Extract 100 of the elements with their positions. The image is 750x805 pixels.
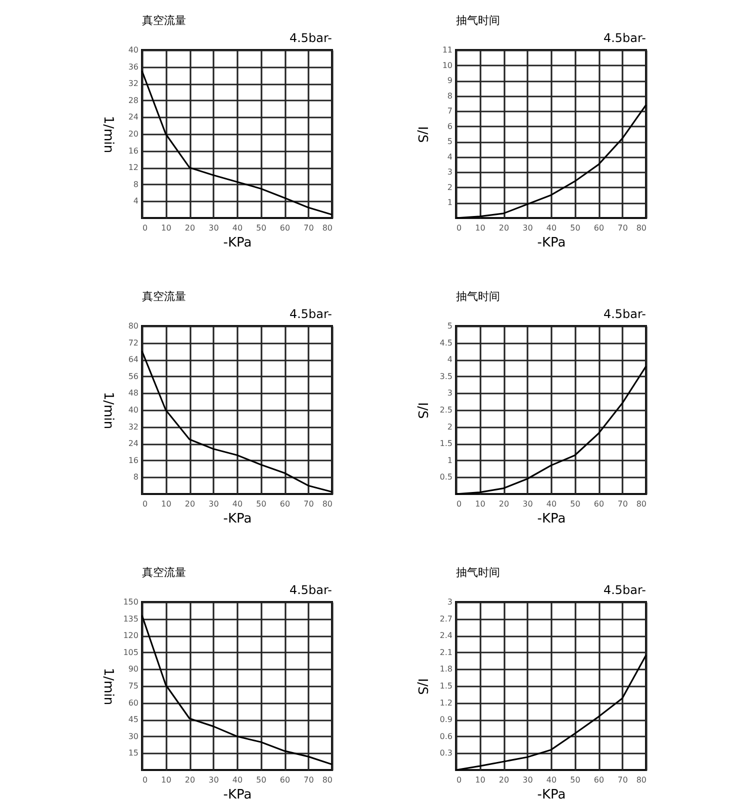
y-tick-label: 60 xyxy=(128,698,138,708)
x-tick-label: 10 xyxy=(475,224,486,232)
text: 4.5bar- xyxy=(603,307,646,321)
x-tick-label: 0 xyxy=(456,776,462,784)
line-series xyxy=(455,366,647,495)
y-tick-label: 32 xyxy=(128,79,138,88)
x-tick-label: 60 xyxy=(280,500,290,508)
y-axis-title: I/S xyxy=(414,126,430,143)
y-tick-label: 32 xyxy=(128,422,138,432)
y-tick-label: 56 xyxy=(128,372,138,381)
x-tick-label: 20 xyxy=(184,500,196,508)
chart-title: 真空流量 xyxy=(142,566,186,579)
x-tick-label: 60 xyxy=(280,776,290,784)
y-axis-title: 1/min xyxy=(100,116,116,154)
y-tick-label: 30 xyxy=(128,732,138,741)
y-tick-label: 3 xyxy=(447,168,452,177)
y-axis-title: I/S xyxy=(414,402,430,419)
x-tick-label: 80 xyxy=(322,776,332,784)
x-tick-label: 70 xyxy=(618,500,628,508)
y-tick-label: 7 xyxy=(447,106,452,116)
x-tick-label: 80 xyxy=(322,500,332,508)
x-tick-label: 50 xyxy=(570,776,580,784)
y-tick-label: 9 xyxy=(447,76,452,86)
x-tick-label: 10 xyxy=(161,776,172,784)
y-tick-label: 4 xyxy=(447,152,452,162)
text: 4.5bar- xyxy=(603,31,646,45)
x-tick-label: 50 xyxy=(256,224,266,232)
x-tick-label: 0 xyxy=(142,500,148,508)
x-tick-label: 20 xyxy=(498,500,510,508)
x-tick-label: 40 xyxy=(546,500,557,508)
x-tick-label: 30 xyxy=(522,224,533,232)
x-tick-label: 60 xyxy=(594,224,604,232)
x-tick-label: 70 xyxy=(618,776,628,784)
x-tick-label: 50 xyxy=(570,224,580,232)
y-tick-label: 3 xyxy=(447,598,452,606)
y-tick-label: 4.5 xyxy=(440,338,452,348)
x-tick-label: 70 xyxy=(304,500,314,508)
y-tick-label: 8 xyxy=(133,472,138,482)
x-tick-label: 20 xyxy=(498,776,510,784)
y-tick-label: 1.5 xyxy=(440,439,452,448)
y-tick-label: 28 xyxy=(128,96,138,105)
line-series xyxy=(141,350,333,493)
y-tick-label: 80 xyxy=(128,322,138,330)
x-tick-label: 60 xyxy=(280,224,290,232)
x-tick-label: 0 xyxy=(456,224,462,232)
x-tick-label: 70 xyxy=(618,224,628,232)
y-tick-label: 12 xyxy=(128,163,138,172)
x-tick-label: 10 xyxy=(475,776,486,784)
y-tick-label: 90 xyxy=(128,664,138,674)
y-tick-label: 40 xyxy=(128,406,138,414)
x-axis-title: -KPa xyxy=(223,236,252,250)
chart-title: 真空流量 xyxy=(142,290,186,303)
x-tick-label: 0 xyxy=(142,776,148,784)
x-tick-label: 20 xyxy=(184,224,196,232)
x-tick-label: 0 xyxy=(142,224,148,232)
x-tick-label: 60 xyxy=(594,776,604,784)
y-tick-label: 1.2 xyxy=(440,698,452,708)
y-tick-label: 1 xyxy=(447,198,452,208)
y-tick-label: 0.9 xyxy=(440,715,452,724)
y-tick-label: 0.3 xyxy=(440,748,452,758)
x-axis-title: -KPa xyxy=(537,788,566,802)
y-tick-label: 4 xyxy=(133,196,138,206)
text: 4.5bar- xyxy=(289,31,332,45)
line-series xyxy=(455,104,647,219)
x-tick-label: 70 xyxy=(304,776,314,784)
y-tick-label: 2.4 xyxy=(440,631,452,640)
y-tick-label: 8 xyxy=(133,180,138,189)
y-tick-label: 24 xyxy=(128,439,138,448)
x-tick-label: 20 xyxy=(184,776,196,784)
x-tick-label: 80 xyxy=(322,224,332,232)
y-tick-label: 0.5 xyxy=(440,472,452,482)
y-tick-label: 3.5 xyxy=(440,372,452,381)
x-tick-label: 10 xyxy=(161,500,172,508)
y-tick-label: 6 xyxy=(447,122,452,131)
x-tick-label: 30 xyxy=(208,500,219,508)
y-tick-label: 45 xyxy=(128,715,138,724)
y-tick-label: 3 xyxy=(447,388,452,398)
x-tick-label: 30 xyxy=(208,224,219,232)
x-tick-label: 80 xyxy=(636,224,646,232)
y-tick-label: 1.5 xyxy=(440,682,452,690)
x-tick-label: 50 xyxy=(256,500,266,508)
x-tick-label: 40 xyxy=(232,224,243,232)
y-tick-label: 2.1 xyxy=(440,648,452,657)
y-tick-label: 72 xyxy=(128,338,138,348)
text: 4.5bar- xyxy=(289,307,332,321)
y-tick-label: 48 xyxy=(128,388,138,398)
y-tick-label: 2 xyxy=(447,422,452,432)
y-tick-label: 2.5 xyxy=(440,406,452,414)
y-tick-label: 5 xyxy=(447,137,452,146)
y-axis-title: 1/min xyxy=(100,392,116,430)
line-series xyxy=(141,614,333,766)
x-tick-label: 70 xyxy=(304,224,314,232)
x-tick-label: 80 xyxy=(636,776,646,784)
x-tick-label: 40 xyxy=(546,776,557,784)
x-axis-title: -KPa xyxy=(223,512,252,526)
y-tick-label: 5 xyxy=(447,322,452,330)
text: 4.5bar- xyxy=(289,583,332,597)
x-axis-title: -KPa xyxy=(537,236,566,250)
x-axis-title: -KPa xyxy=(537,512,566,526)
y-tick-label: 16 xyxy=(128,456,138,465)
